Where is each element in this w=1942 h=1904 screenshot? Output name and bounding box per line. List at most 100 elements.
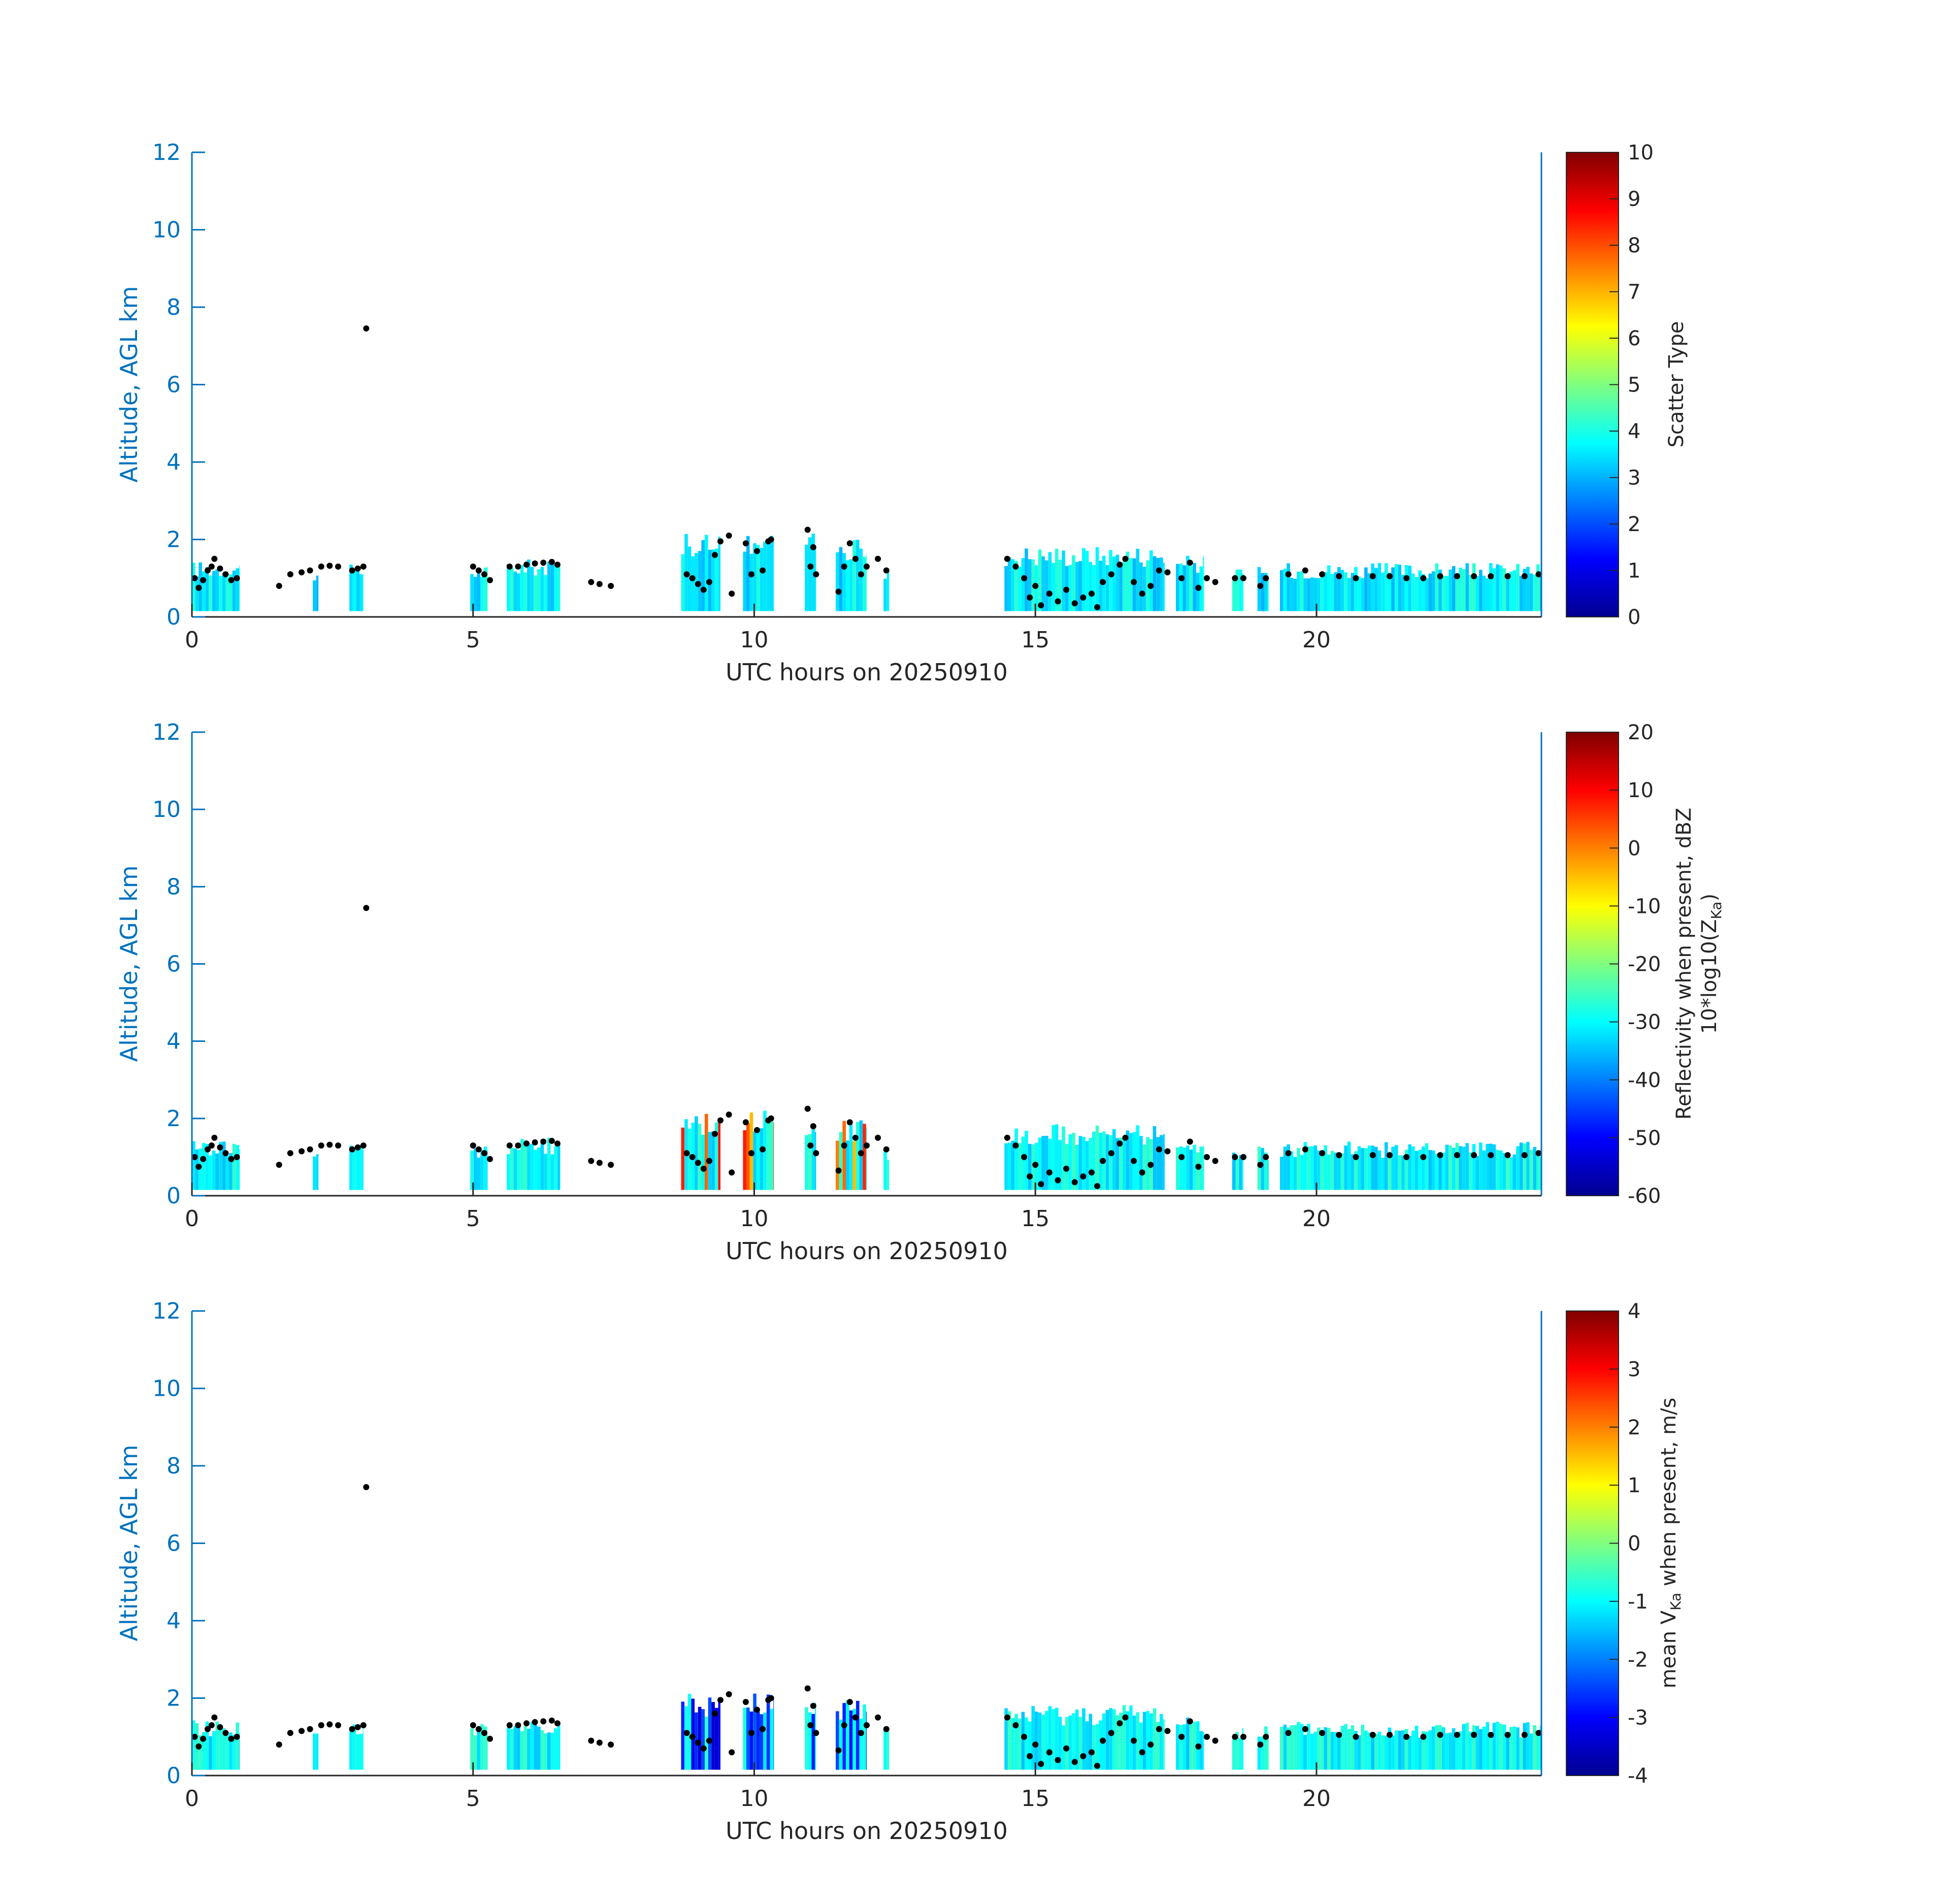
cloud-column	[1357, 1735, 1361, 1770]
cloud-column	[1126, 1711, 1130, 1770]
cloud-column	[1472, 1144, 1476, 1190]
cloud-column	[811, 1714, 815, 1770]
cloud-column	[1031, 1706, 1035, 1770]
colorbar-tick-label: 4	[1628, 420, 1640, 443]
cloud-column	[1176, 1147, 1179, 1190]
cloud-base-point	[748, 571, 754, 578]
cloud-base-point	[276, 583, 282, 589]
cloud-base-point	[228, 1735, 235, 1742]
cloud-column	[209, 1155, 212, 1190]
cloud-column	[1320, 1152, 1324, 1190]
cloud-base-point	[1021, 1154, 1028, 1160]
cloud-base-point	[335, 1142, 341, 1149]
cloud-column	[1404, 1150, 1408, 1190]
cloud-column	[1425, 578, 1429, 611]
cloud-base-point	[1122, 555, 1129, 562]
cloud-base-point	[1094, 1762, 1101, 1769]
cloud-column	[222, 1728, 226, 1770]
colorbar-label-main: 10*log10(Z	[1698, 919, 1721, 1034]
cloud-column	[1475, 576, 1479, 611]
cloud-column	[1324, 572, 1327, 611]
cloud-column	[1475, 1726, 1479, 1770]
cloud-base-point	[506, 1722, 513, 1728]
cloud-column	[1310, 577, 1314, 611]
colorbar-tick-label: 3	[1628, 1358, 1640, 1381]
cloud-column	[1482, 1726, 1486, 1770]
cloud-base-point	[852, 1134, 859, 1141]
cloud-column	[1391, 567, 1395, 611]
y-tick-label: 0	[167, 1763, 181, 1789]
cloud-base-point	[1012, 563, 1019, 570]
cloud-column	[1203, 1732, 1204, 1770]
y-tick-label: 2	[167, 1106, 181, 1132]
cloud-column	[1038, 1712, 1042, 1770]
cloud-column	[711, 549, 715, 611]
cloud-column	[1048, 552, 1052, 611]
cloud-base-point	[1387, 1731, 1393, 1738]
cloud-column	[1479, 570, 1483, 611]
cloud-base-point	[1032, 1162, 1039, 1168]
cloud-base-point	[608, 1162, 614, 1168]
cloud-base-point	[208, 1142, 215, 1149]
cloud-column	[1398, 1155, 1402, 1190]
cloud-column	[1475, 1156, 1479, 1190]
cloud-base-point	[481, 571, 487, 578]
cloud-base-point	[754, 1706, 760, 1713]
colorbar-tick-label: 10	[1628, 779, 1654, 802]
y-tick-label: 8	[167, 1453, 181, 1479]
cloud-column	[715, 548, 718, 611]
cloud-column	[359, 574, 363, 611]
cloud-column	[1062, 550, 1065, 611]
cloud-base-point	[326, 1721, 333, 1728]
cloud-column	[1300, 571, 1304, 611]
cloud-base-point	[554, 562, 561, 568]
cloud-column	[718, 1120, 720, 1190]
cloud-column	[1163, 1719, 1165, 1770]
y-tick-label: 4	[167, 449, 181, 475]
cloud-column	[1394, 1145, 1398, 1190]
cloud-column	[544, 1154, 547, 1190]
cloud-column	[1242, 1728, 1243, 1770]
cloud-column	[1182, 565, 1186, 611]
cloud-column	[1351, 1725, 1355, 1770]
cloud-base-point	[1263, 1154, 1269, 1160]
cloud-base-point	[191, 1733, 198, 1740]
cloud-column	[1119, 566, 1123, 611]
cloud-column	[470, 574, 474, 611]
cloud-base-point	[208, 563, 215, 570]
cloud-column	[1261, 1147, 1264, 1190]
y-tick-label: 8	[167, 874, 181, 900]
cloud-column	[711, 1131, 715, 1190]
panel-3-x-label: UTC hours on 20250910	[726, 1817, 1008, 1845]
cloud-column	[1300, 1155, 1304, 1190]
cloud-column	[711, 1702, 715, 1770]
cloud-column	[1411, 1730, 1415, 1770]
cloud-column	[1512, 1154, 1517, 1190]
cloud-column	[1479, 1729, 1483, 1770]
cloud-column	[359, 1145, 363, 1190]
cloud-column	[527, 1728, 531, 1770]
cloud-column	[1051, 1709, 1055, 1770]
cloud-column	[1075, 1144, 1079, 1190]
cloud-base-point	[883, 1726, 890, 1732]
cloud-base-point	[754, 548, 760, 554]
cloud-column	[1035, 1712, 1038, 1770]
cloud-column	[1105, 1710, 1109, 1770]
cloud-base-point	[1080, 1173, 1087, 1179]
cloud-column	[510, 1729, 514, 1770]
x-tick-label: 20	[1302, 627, 1331, 653]
panel-2-y-label: Altitude, AGL km	[115, 865, 143, 1062]
cloud-column	[523, 1140, 527, 1190]
cloud-column	[1082, 1137, 1085, 1190]
cloud-base-point	[1535, 571, 1542, 578]
cloud-base-point	[470, 563, 476, 570]
cloud-column	[1021, 1712, 1025, 1770]
cloud-column	[1078, 1136, 1082, 1190]
cloud-column	[195, 1149, 199, 1190]
cloud-base-point	[1353, 1733, 1359, 1740]
x-tick-label: 20	[1302, 1206, 1331, 1232]
cloud-column	[1115, 554, 1120, 611]
cloud-base-point	[1454, 1152, 1460, 1159]
cloud-column	[1119, 1713, 1123, 1770]
cloud-column	[1109, 550, 1112, 611]
